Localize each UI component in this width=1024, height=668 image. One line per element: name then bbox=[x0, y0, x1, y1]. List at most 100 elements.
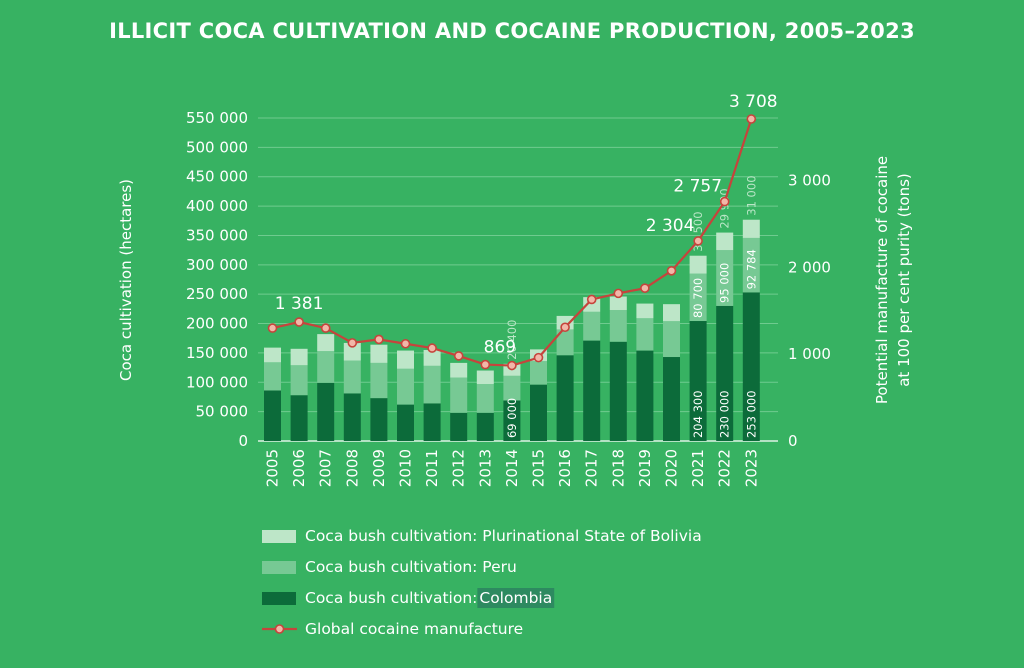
bar-colombia bbox=[636, 350, 654, 441]
bar-colombia bbox=[264, 390, 281, 441]
bar-bolivia bbox=[476, 370, 494, 385]
y-tick-label: 550 000 bbox=[186, 109, 248, 127]
bar-bolivia bbox=[450, 362, 468, 378]
bar-colombia bbox=[397, 404, 414, 441]
x-tick-label: 2021 bbox=[689, 449, 707, 487]
legend: Coca bush cultivation: Plurinational Sta… bbox=[262, 527, 702, 638]
y2-tick-label: 1 000 bbox=[788, 345, 831, 363]
bar-bolivia bbox=[689, 255, 707, 274]
bar-label-peru: 92 784 bbox=[744, 249, 758, 289]
x-tick-label: 2006 bbox=[290, 449, 308, 487]
y-tick-label: 150 000 bbox=[186, 344, 248, 362]
bar-colombia bbox=[343, 393, 361, 441]
bar-colombia bbox=[503, 400, 521, 441]
bar-bolivia bbox=[609, 296, 627, 311]
bar-colombia bbox=[689, 321, 707, 441]
bar-peru bbox=[636, 318, 654, 351]
bar-peru bbox=[343, 360, 361, 394]
line-value-label: 3 708 bbox=[729, 92, 778, 112]
legend-label-peru: Coca bush cultivation: Peru bbox=[305, 558, 517, 576]
line-marker bbox=[533, 352, 544, 363]
y-tick-label: 50 000 bbox=[196, 403, 249, 421]
bar-peru bbox=[583, 311, 601, 341]
x-tick-label: 2018 bbox=[609, 449, 627, 487]
line-marker bbox=[294, 317, 304, 327]
bar-bolivia bbox=[716, 232, 734, 251]
y-axis-title: Coca cultivation (hectares) bbox=[117, 179, 135, 381]
bar-bolivia bbox=[290, 348, 308, 366]
y2-axis-title-line1: Potential manufacture of cocaine bbox=[873, 156, 891, 404]
y2-tick-label: 2 000 bbox=[788, 258, 831, 276]
y-tick-label: 0 bbox=[238, 432, 248, 450]
bar-bolivia bbox=[636, 303, 654, 319]
bar-peru bbox=[397, 368, 414, 405]
bar-peru bbox=[663, 321, 680, 358]
bar-label-colombia: 69 000 bbox=[505, 398, 519, 438]
bar-peru bbox=[264, 362, 281, 391]
legend-highlight-box bbox=[477, 588, 555, 608]
bar-colombia bbox=[476, 412, 494, 441]
x-tick-label: 2023 bbox=[742, 449, 760, 487]
legend-label-bolivia: Coca bush cultivation: Plurinational Sta… bbox=[305, 527, 702, 545]
y-tick-label: 250 000 bbox=[186, 285, 248, 303]
bar-bolivia bbox=[423, 349, 441, 366]
bar-label-peru: 95 000 bbox=[718, 263, 732, 303]
x-tick-label: 2016 bbox=[556, 449, 574, 487]
line-marker bbox=[507, 360, 517, 371]
line-value-label: 869 bbox=[484, 338, 516, 358]
line-marker bbox=[586, 294, 597, 305]
line-marker bbox=[453, 351, 464, 361]
x-tick-label: 2007 bbox=[317, 449, 335, 487]
x-tick-label: 2014 bbox=[503, 449, 521, 487]
legend-label-highlight: Colombia bbox=[479, 589, 552, 607]
bar-colombia bbox=[370, 398, 388, 441]
bar-peru bbox=[450, 377, 468, 413]
x-tick-label: 2020 bbox=[663, 449, 681, 487]
bar-label-colombia: 230 000 bbox=[718, 390, 732, 438]
bar-peru bbox=[716, 250, 734, 306]
line-marker bbox=[560, 322, 570, 333]
bar-colombia bbox=[556, 355, 574, 441]
line-marker bbox=[320, 323, 331, 333]
line-marker bbox=[427, 343, 437, 353]
bar-label-bolivia: 31 000 bbox=[744, 175, 758, 215]
line-marker bbox=[480, 359, 491, 370]
bar-label-colombia: 253 000 bbox=[744, 390, 758, 438]
x-tick-label: 2011 bbox=[423, 449, 441, 487]
line-marker bbox=[400, 338, 411, 349]
bar-colombia bbox=[290, 395, 308, 441]
line-marker bbox=[267, 323, 278, 333]
bar-colombia bbox=[716, 305, 734, 441]
y-tick-label: 350 000 bbox=[186, 226, 248, 244]
bar-peru bbox=[503, 375, 521, 401]
line-marker bbox=[640, 283, 650, 293]
bars-layer bbox=[264, 219, 760, 441]
bar-label-bolivia: 20 400 bbox=[505, 320, 519, 360]
chart-title: ILLICIT COCA CULTIVATION AND COCAINE PRO… bbox=[109, 19, 915, 43]
y-tick-label: 200 000 bbox=[186, 315, 248, 333]
y2-axis-title-line2: at 100 per cent purity (tons) bbox=[895, 173, 913, 387]
legend-label-colombia: Coca bush cultivation: bbox=[305, 589, 477, 607]
y-tick-label: 450 000 bbox=[186, 168, 248, 186]
bar-label-peru: 80 700 bbox=[691, 278, 705, 318]
bar-colombia bbox=[609, 341, 627, 441]
x-tick-label: 2017 bbox=[583, 449, 601, 487]
line-marker bbox=[347, 338, 358, 348]
bar-peru bbox=[530, 361, 547, 385]
y-tick-label: 500 000 bbox=[186, 138, 248, 156]
bar-peru bbox=[423, 365, 441, 404]
bar-peru bbox=[290, 365, 308, 396]
bar-colombia bbox=[583, 340, 601, 441]
line-marker bbox=[666, 265, 677, 276]
x-tick-label: 2019 bbox=[636, 449, 654, 487]
bar-peru bbox=[317, 351, 335, 383]
line-value-label: 2 304 bbox=[646, 216, 695, 236]
bar-colombia bbox=[317, 382, 335, 441]
bar-peru bbox=[742, 237, 760, 293]
bar-colombia bbox=[742, 292, 760, 441]
x-tick-label: 2015 bbox=[530, 449, 548, 487]
bar-peru bbox=[609, 310, 627, 342]
y-tick-label: 100 000 bbox=[186, 373, 248, 391]
